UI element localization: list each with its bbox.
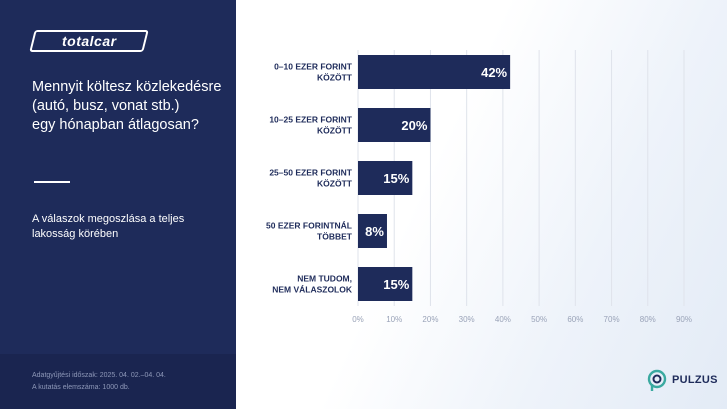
- question-title: Mennyit költesz közlekedésre (autó, busz…: [32, 79, 222, 133]
- tick-label: 80%: [640, 315, 656, 324]
- tick-label: 50%: [531, 315, 547, 324]
- tick-label: 10%: [386, 315, 402, 324]
- divider: [34, 181, 70, 183]
- tick-label: 0%: [352, 315, 364, 324]
- category-label: KÖZÖTT: [317, 126, 353, 136]
- bar-chart: 42%20%15%8%15% 0–10 EZER FORINTKÖZÖTT10–…: [266, 50, 692, 324]
- left-panel: [0, 0, 236, 409]
- tick-label: 70%: [604, 315, 620, 324]
- category-label: NEM TUDOM,: [297, 274, 352, 284]
- bar: [358, 55, 511, 89]
- category-label: 10–25 EZER FORINT: [269, 115, 352, 125]
- footer-strip: [0, 354, 236, 409]
- tick-label: 30%: [459, 315, 475, 324]
- category-label: KÖZÖTT: [317, 73, 353, 83]
- totalcar-logo: totalcar: [29, 30, 149, 52]
- grid-lines: [357, 50, 685, 306]
- tick-label: 60%: [567, 315, 583, 324]
- pulzus-brand: PULZUS: [646, 368, 718, 392]
- tick-label: 40%: [495, 315, 511, 324]
- bar: [358, 214, 387, 248]
- pulzus-icon: [647, 369, 667, 391]
- bar-value-label: 8%: [365, 224, 384, 239]
- subtitle: A válaszok megoszlása a teljes lakosság …: [32, 213, 185, 240]
- bars: 42% 20% 15% 8% 15%: [358, 55, 511, 301]
- bar-value-label: 15%: [383, 171, 409, 186]
- bar-value-label: 42%: [481, 65, 507, 80]
- bar-value-label: 20%: [401, 118, 427, 133]
- bar: [358, 267, 413, 301]
- tick-label: 20%: [422, 315, 438, 324]
- x-axis-ticks: 0% 10% 20% 30% 40% 50% 60% 70% 80% 90%: [352, 315, 692, 324]
- category-label: KÖZÖTT: [317, 179, 353, 189]
- footer-note: Adatgyűjtési időszak: 2025. 04. 02.–04. …: [32, 372, 166, 391]
- tick-label: 90%: [676, 315, 692, 324]
- category-label: 50 EZER FORINTNÁL: [266, 221, 352, 231]
- category-label: TÖBBET: [317, 232, 353, 242]
- category-label: 25–50 EZER FORINT: [269, 168, 352, 178]
- category-label: NEM VÁLASZOLOK: [272, 285, 353, 295]
- bar: [358, 161, 413, 195]
- bar: [358, 108, 431, 142]
- category-label: 0–10 EZER FORINT: [274, 62, 353, 72]
- bar-value-label: 15%: [383, 277, 409, 292]
- logo-text: totalcar: [61, 33, 117, 49]
- pulzus-text: PULZUS: [672, 374, 718, 386]
